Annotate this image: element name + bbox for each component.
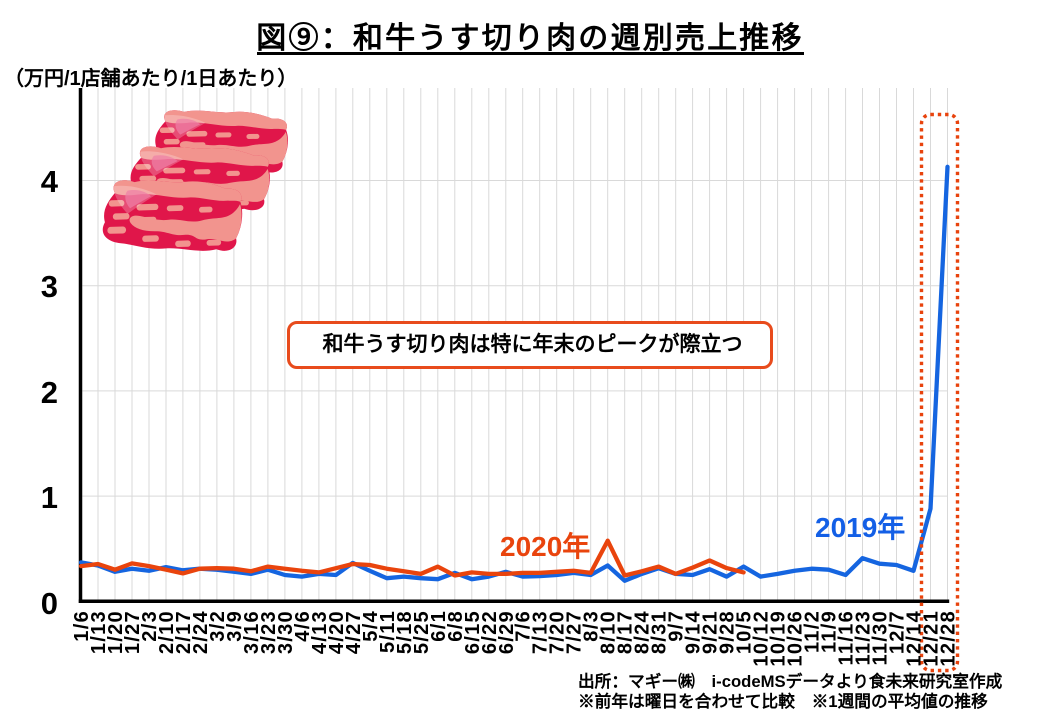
svg-text:8/31: 8/31 xyxy=(649,610,671,654)
svg-text:3/16: 3/16 xyxy=(241,610,263,654)
svg-text:5/25: 5/25 xyxy=(411,610,433,654)
svg-text:4/13: 4/13 xyxy=(309,610,331,654)
svg-text:3/30: 3/30 xyxy=(275,610,297,654)
svg-text:5/4: 5/4 xyxy=(360,610,382,642)
svg-text:7/27: 7/27 xyxy=(564,610,586,654)
svg-text:1/6: 1/6 xyxy=(71,610,93,642)
svg-text:2/10: 2/10 xyxy=(156,610,178,654)
svg-text:8/24: 8/24 xyxy=(632,610,654,654)
svg-text:11/16: 11/16 xyxy=(836,610,858,665)
svg-text:8/17: 8/17 xyxy=(615,610,637,654)
svg-text:6/8: 6/8 xyxy=(445,610,467,642)
svg-text:3/9: 3/9 xyxy=(224,610,246,642)
svg-text:9/21: 9/21 xyxy=(700,610,722,654)
svg-text:3/23: 3/23 xyxy=(258,610,280,654)
svg-text:2/17: 2/17 xyxy=(173,610,195,654)
svg-text:4: 4 xyxy=(41,164,59,199)
svg-text:1/20: 1/20 xyxy=(105,610,127,654)
svg-text:5/11: 5/11 xyxy=(377,610,399,653)
svg-text:12/21: 12/21 xyxy=(921,610,943,667)
svg-text:11/2: 11/2 xyxy=(802,610,824,653)
svg-text:10/5: 10/5 xyxy=(734,610,756,654)
svg-text:10/19: 10/19 xyxy=(768,610,790,667)
svg-text:7/20: 7/20 xyxy=(547,610,569,654)
svg-text:6/15: 6/15 xyxy=(462,610,484,654)
svg-text:9/7: 9/7 xyxy=(666,610,688,642)
svg-text:9/14: 9/14 xyxy=(683,610,705,654)
svg-text:1: 1 xyxy=(41,480,58,515)
svg-text:6/1: 6/1 xyxy=(428,610,450,642)
svg-text:12/28: 12/28 xyxy=(938,610,960,667)
svg-text:0: 0 xyxy=(41,586,58,621)
svg-text:3: 3 xyxy=(41,269,58,304)
svg-text:8/3: 8/3 xyxy=(581,610,603,642)
svg-text:11/30: 11/30 xyxy=(870,610,892,665)
svg-text:6/29: 6/29 xyxy=(496,610,518,654)
svg-text:10/12: 10/12 xyxy=(751,610,773,667)
svg-text:2/24: 2/24 xyxy=(190,610,212,654)
svg-text:2/3: 2/3 xyxy=(139,610,161,642)
svg-text:7/13: 7/13 xyxy=(530,610,552,654)
svg-text:9/28: 9/28 xyxy=(717,610,739,654)
svg-text:4/27: 4/27 xyxy=(343,610,365,654)
svg-text:5/18: 5/18 xyxy=(394,610,416,654)
svg-text:6/22: 6/22 xyxy=(479,610,501,654)
svg-text:12/7: 12/7 xyxy=(887,610,909,654)
svg-text:2: 2 xyxy=(41,375,58,410)
svg-text:7/6: 7/6 xyxy=(513,610,535,642)
svg-text:4/20: 4/20 xyxy=(326,610,348,654)
svg-text:11/9: 11/9 xyxy=(819,610,841,653)
svg-text:8/10: 8/10 xyxy=(598,610,620,654)
svg-text:3/2: 3/2 xyxy=(207,610,229,642)
svg-text:1/27: 1/27 xyxy=(122,610,144,654)
svg-text:4/6: 4/6 xyxy=(292,610,314,642)
svg-text:11/23: 11/23 xyxy=(853,610,875,665)
svg-text:12/14: 12/14 xyxy=(904,610,926,667)
svg-text:10/26: 10/26 xyxy=(785,610,807,667)
svg-text:1/13: 1/13 xyxy=(88,610,110,654)
